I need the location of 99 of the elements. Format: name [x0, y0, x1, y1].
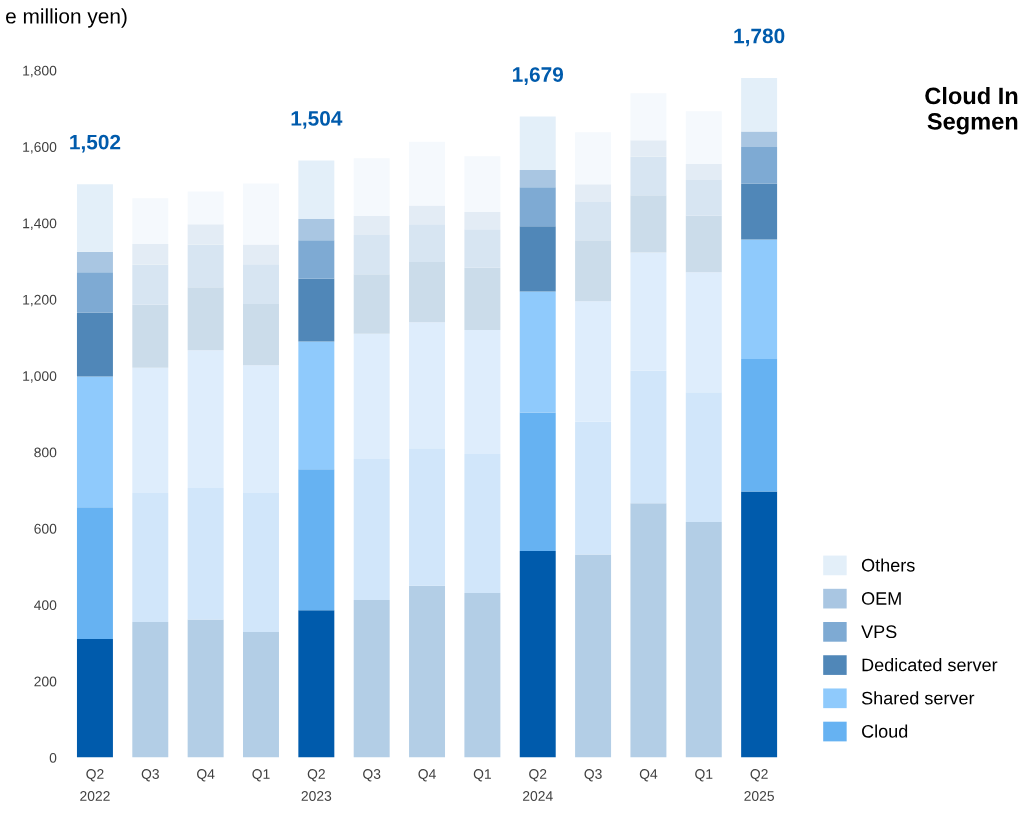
- bar: [187, 619, 224, 758]
- bar: [187, 350, 224, 489]
- x-tick-label: Q2 2022: [80, 769, 110, 801]
- bar: [519, 551, 556, 758]
- annotation: 1,504: [291, 111, 343, 129]
- legend-label: OEM: [861, 592, 901, 605]
- x-tick-label: Q4: [197, 769, 215, 782]
- bar: [519, 291, 556, 413]
- bar: [519, 226, 556, 292]
- bar: [630, 93, 667, 141]
- bar: [630, 252, 667, 371]
- annotation: 1,780: [734, 28, 785, 47]
- y-tick-label: 1,400: [23, 218, 57, 230]
- bar: [298, 278, 335, 342]
- y-tick-label: 1,800: [23, 65, 57, 78]
- bar: [630, 503, 667, 758]
- bar: [464, 593, 501, 758]
- bar: [353, 158, 390, 216]
- bar: [741, 491, 778, 758]
- bar: [76, 312, 113, 377]
- bar: [298, 341, 335, 470]
- bar: [243, 493, 279, 633]
- x-tick-label: Q3: [141, 769, 159, 782]
- x-tick-label: Q1: [473, 769, 491, 782]
- bar: [685, 522, 722, 758]
- bar: [685, 272, 722, 393]
- bar: [464, 454, 501, 594]
- bar: [575, 554, 612, 758]
- bar: [519, 412, 556, 552]
- x-tick-label: Q4: [418, 769, 436, 782]
- bar: [409, 322, 446, 449]
- bar: [298, 160, 335, 219]
- bar: [409, 448, 446, 586]
- y-tick-label: 200: [34, 676, 57, 687]
- x-tick-label: Q2 2023: [301, 769, 332, 801]
- bar: [685, 111, 722, 164]
- x-tick-label: Q1: [695, 769, 713, 782]
- annotation: 1,679: [512, 67, 564, 85]
- bar: [741, 239, 778, 360]
- bar: [353, 459, 390, 600]
- bar: [298, 218, 335, 241]
- bar: [243, 632, 279, 758]
- bar: [353, 599, 390, 758]
- bar: [243, 183, 279, 245]
- bar: [685, 392, 722, 523]
- bar: [519, 116, 556, 171]
- annotation: 1,502: [70, 134, 121, 153]
- legend-label: Others: [861, 558, 915, 572]
- y-tick-label: 600: [34, 523, 57, 534]
- y-tick-label: 1,200: [23, 294, 57, 307]
- bar: [76, 184, 113, 252]
- bar: [132, 622, 169, 758]
- bar: [741, 183, 778, 240]
- bar: [741, 359, 778, 492]
- bar: [132, 198, 169, 245]
- y-tick-label: 1,600: [23, 142, 57, 154]
- y-axis-title: e million yen): [6, 8, 127, 28]
- bar: [630, 370, 667, 504]
- x-tick-label: Q1: [252, 769, 270, 782]
- bar: [519, 170, 556, 188]
- legend-label: Dedicated server: [862, 658, 998, 672]
- bar: [575, 301, 612, 422]
- x-tick-label: Q3: [584, 769, 602, 782]
- bar: [76, 376, 113, 508]
- bar: [464, 330, 501, 455]
- bar: [741, 131, 778, 148]
- y-tick-label: 400: [34, 600, 57, 611]
- bar: [741, 78, 778, 132]
- bar: [575, 132, 612, 185]
- legend-label: Shared server: [861, 691, 975, 705]
- x-tick-label: Q2 2024: [522, 769, 553, 801]
- bar: [741, 147, 778, 184]
- x-tick-label: Q4: [639, 769, 658, 782]
- y-tick-label: 800: [34, 447, 57, 458]
- text: Cloud In Segmen: [925, 86, 1018, 135]
- bar: [464, 156, 501, 213]
- bar: [76, 251, 113, 273]
- bar: [243, 365, 279, 494]
- bar: [187, 488, 224, 620]
- bar: [298, 610, 335, 758]
- bar: [187, 191, 224, 225]
- bar: [353, 333, 390, 460]
- x-tick-label: Q3: [363, 769, 381, 782]
- x-tick-label: Q2 2025: [744, 769, 774, 801]
- bar: [298, 469, 335, 611]
- bar: [132, 367, 169, 494]
- bar: [519, 187, 556, 227]
- bar: [76, 638, 113, 758]
- bar: [298, 240, 335, 279]
- y-tick-label: 1,000: [23, 371, 57, 383]
- bar: [409, 141, 446, 206]
- bar: [76, 507, 113, 639]
- bar: [76, 272, 113, 313]
- legend-label: Cloud: [862, 724, 908, 738]
- y-tick-label: 0: [49, 752, 57, 763]
- legend-label: VPS: [861, 625, 897, 639]
- bar: [409, 585, 446, 758]
- bar: [575, 421, 612, 555]
- bar: [132, 493, 169, 623]
